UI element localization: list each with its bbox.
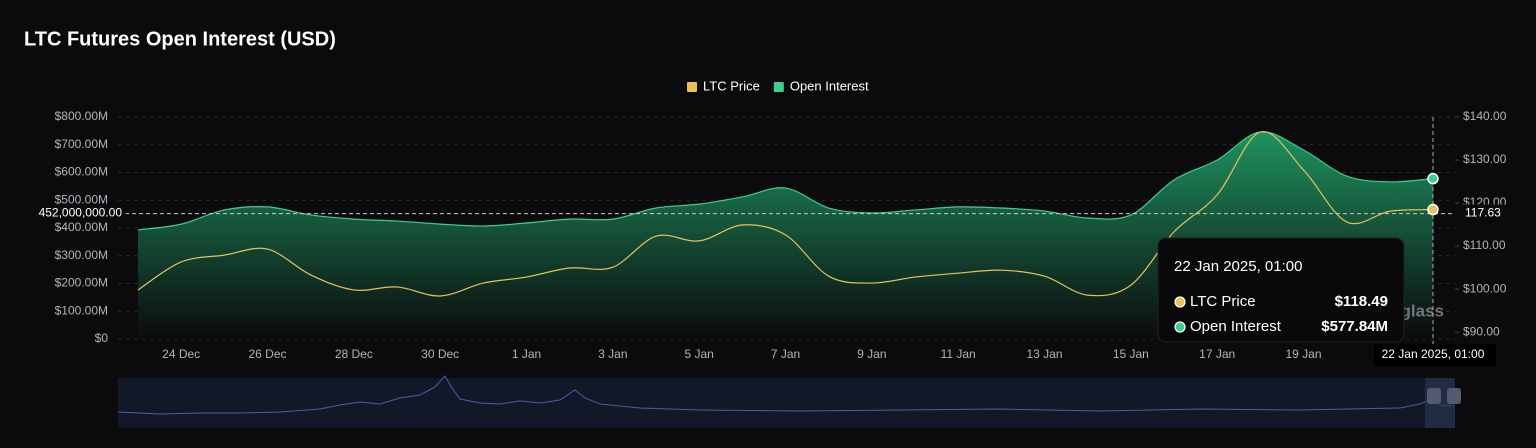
y-tick-label: $500.00M xyxy=(55,192,108,206)
tooltip-box xyxy=(1157,237,1405,343)
y2-tick-label: $100.00 xyxy=(1463,281,1507,295)
line xyxy=(137,131,1434,231)
y-tick-label: $100.00M xyxy=(55,303,108,317)
tooltip-dot xyxy=(1174,321,1186,333)
tooltip-name: LTC Price xyxy=(1190,293,1256,310)
x-tick-label: 7 Jan xyxy=(771,347,800,361)
x-tick-label: 11 Jan xyxy=(941,347,976,361)
crosshair-y-label: 452,000,000.00 xyxy=(39,206,123,220)
tooltip-value: $118.49 xyxy=(1335,293,1388,310)
x-tick-label: 15 Jan xyxy=(1113,347,1149,361)
y2-tick-label: $130.00 xyxy=(1463,152,1507,166)
navigator-handle[interactable] xyxy=(1427,388,1441,404)
legend-label: Open Interest xyxy=(790,78,869,93)
crosshair-label-bg xyxy=(28,204,126,223)
crosshair-y2-label: 117.63 xyxy=(1465,206,1501,220)
chart-title: LTC Futures Open Interest (USD) xyxy=(24,28,336,50)
tooltip-dot xyxy=(1174,296,1186,308)
plot: $0 $100.00M $200.00M $300.00M $400.00M $500.0… xyxy=(28,109,1508,366)
hover-point xyxy=(1427,172,1439,185)
legend: LTC Price Open Interest xyxy=(687,78,869,93)
x-tick-label: 5 Jan xyxy=(684,347,713,361)
line xyxy=(137,131,1434,297)
crosshair-x-label-bg xyxy=(1374,344,1496,366)
navigator-handle[interactable] xyxy=(1447,388,1461,404)
x-tick-label: 9 Jan xyxy=(857,347,886,361)
y-tick-label: $400.00M xyxy=(55,220,108,234)
crosshair-label-bg xyxy=(1458,204,1508,223)
x-tick-label: 17 Jan xyxy=(1199,347,1235,361)
y-tick-label: $0 xyxy=(95,331,109,345)
y-tick-label: $300.00M xyxy=(55,248,108,262)
y2-tick-label: $140.00 xyxy=(1463,109,1507,123)
y-tick-label: $700.00M xyxy=(55,137,108,151)
navigator xyxy=(118,378,1455,428)
x-tick-label: 3 Jan xyxy=(598,347,627,361)
x-tick-label: 19 Jan xyxy=(1285,347,1321,361)
x-tick-label: 13 Jan xyxy=(1026,347,1062,361)
tooltip-value: $577.84M xyxy=(1321,318,1388,335)
legend-swatch xyxy=(773,82,784,92)
tooltip-title: 22 Jan 2025, 01:00 xyxy=(1174,258,1302,275)
navigator-line xyxy=(117,375,1456,415)
hover-point xyxy=(1427,203,1439,216)
y2-tick-label: $110.00 xyxy=(1463,238,1506,252)
legend-label: LTC Price xyxy=(703,78,760,93)
x-tick-label: 1 Jan xyxy=(512,347,541,361)
x-tick-label: 30 Dec xyxy=(421,347,459,361)
tooltip: 22 Jan 2025, 01:00 LTC Price $118.49 Open I… xyxy=(1157,237,1405,343)
y-tick-label: $200.00M xyxy=(55,276,108,290)
x-tick-label: 28 Dec xyxy=(335,347,373,361)
x-tick-label: 24 Dec xyxy=(162,347,200,361)
y2-tick-label: $90.00 xyxy=(1463,324,1500,338)
watermark: glass xyxy=(1401,301,1444,320)
crosshair-x-label: 22 Jan 2025, 01:00 xyxy=(1382,347,1485,361)
y-tick-label: $800.00M xyxy=(55,109,108,123)
legend-swatch xyxy=(687,82,697,92)
y-tick-label: $600.00M xyxy=(55,165,108,179)
x-tick-label: 26 Dec xyxy=(248,347,286,361)
tooltip-name: Open Interest xyxy=(1190,318,1282,335)
